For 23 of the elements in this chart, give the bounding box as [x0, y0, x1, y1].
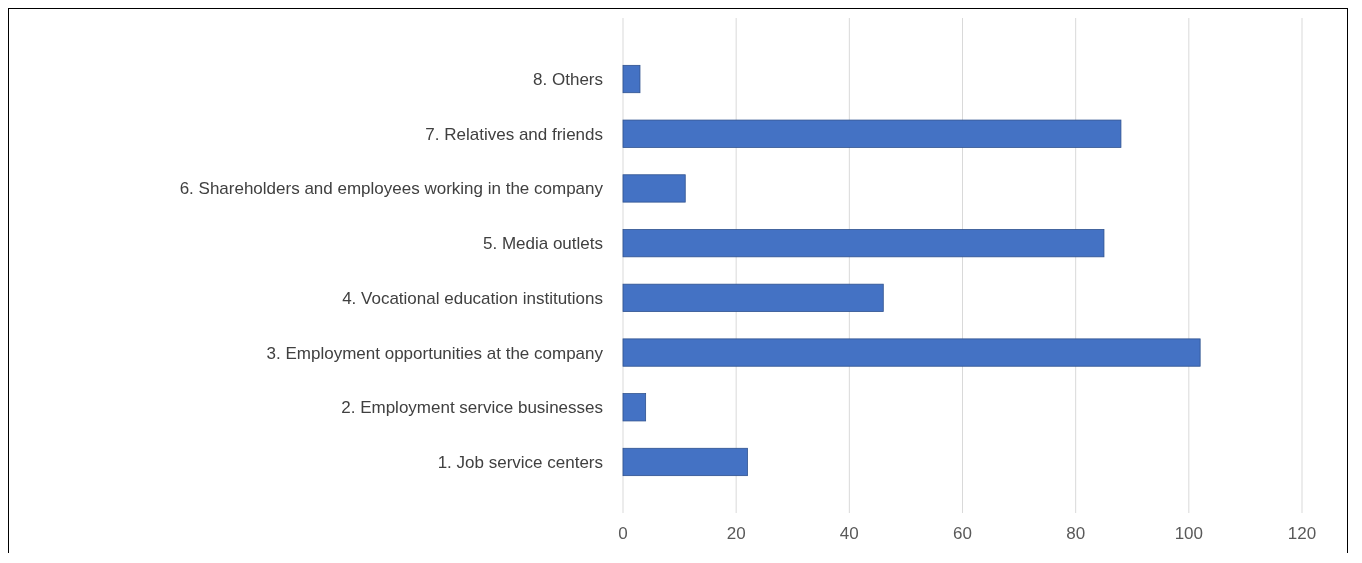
y-tick-label: 4. Vocational education institutions	[342, 288, 603, 308]
bar	[622, 447, 748, 477]
y-tick-label: 2. Employment service businesses	[341, 398, 603, 418]
x-tick-label: 100	[1174, 524, 1204, 543]
x-tick-label: 120	[1287, 524, 1317, 543]
y-tick-label: 8. Others	[533, 69, 603, 89]
bar	[622, 119, 1122, 148]
x-tick-label: 60	[953, 524, 972, 543]
y-tick-label: 6. Shareholders and employees working in the company	[179, 179, 604, 199]
x-tick-label: 40	[839, 524, 859, 543]
y-tick-label: 3. Employment opportunities at the company	[266, 343, 604, 363]
x-tick-label: 20	[726, 524, 746, 543]
bar	[622, 283, 884, 312]
bar	[622, 229, 1105, 258]
bar	[622, 174, 686, 203]
bar	[622, 393, 647, 422]
bar	[622, 64, 641, 94]
y-tick-label: 1. Job service centers	[437, 452, 603, 472]
y-tick-label: 7. Relatives and friends	[425, 124, 603, 144]
x-tick-label: 0	[618, 524, 628, 543]
bar	[622, 338, 1201, 367]
y-tick-label: 5. Media outlets	[482, 234, 603, 254]
x-tick-label: 80	[1066, 524, 1086, 543]
